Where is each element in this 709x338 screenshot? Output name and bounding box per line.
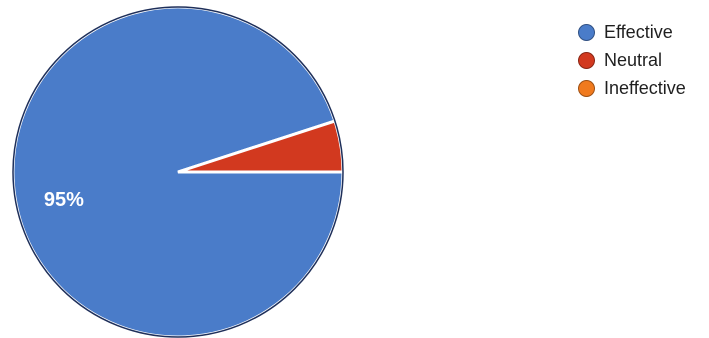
pie-slices (11, 5, 345, 338)
pie-outline (12, 6, 344, 338)
legend-swatch-effective (578, 23, 595, 41)
legend-label-ineffective: Ineffective (604, 77, 686, 98)
legend-item-ineffective[interactable]: Ineffective (578, 74, 686, 102)
legend-item-effective[interactable]: Effective (578, 18, 686, 46)
data-label-effective: 95% (44, 189, 84, 211)
legend-swatch-ineffective (578, 79, 595, 97)
pie-labels: 95% (44, 189, 84, 211)
legend-item-neutral[interactable]: Neutral (578, 46, 686, 74)
legend-label-neutral: Neutral (604, 49, 663, 70)
legend: Effective Neutral Ineffective (578, 18, 686, 102)
legend-label-effective: Effective (604, 21, 673, 42)
legend-swatch-neutral (578, 51, 595, 69)
